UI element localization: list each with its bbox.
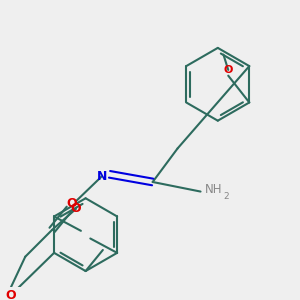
Text: O: O: [224, 65, 233, 75]
Text: NH: NH: [205, 183, 223, 196]
Text: O: O: [66, 196, 76, 210]
Text: 2: 2: [224, 192, 229, 201]
Text: N: N: [97, 170, 107, 183]
Text: O: O: [71, 202, 81, 215]
Text: O: O: [6, 289, 16, 300]
